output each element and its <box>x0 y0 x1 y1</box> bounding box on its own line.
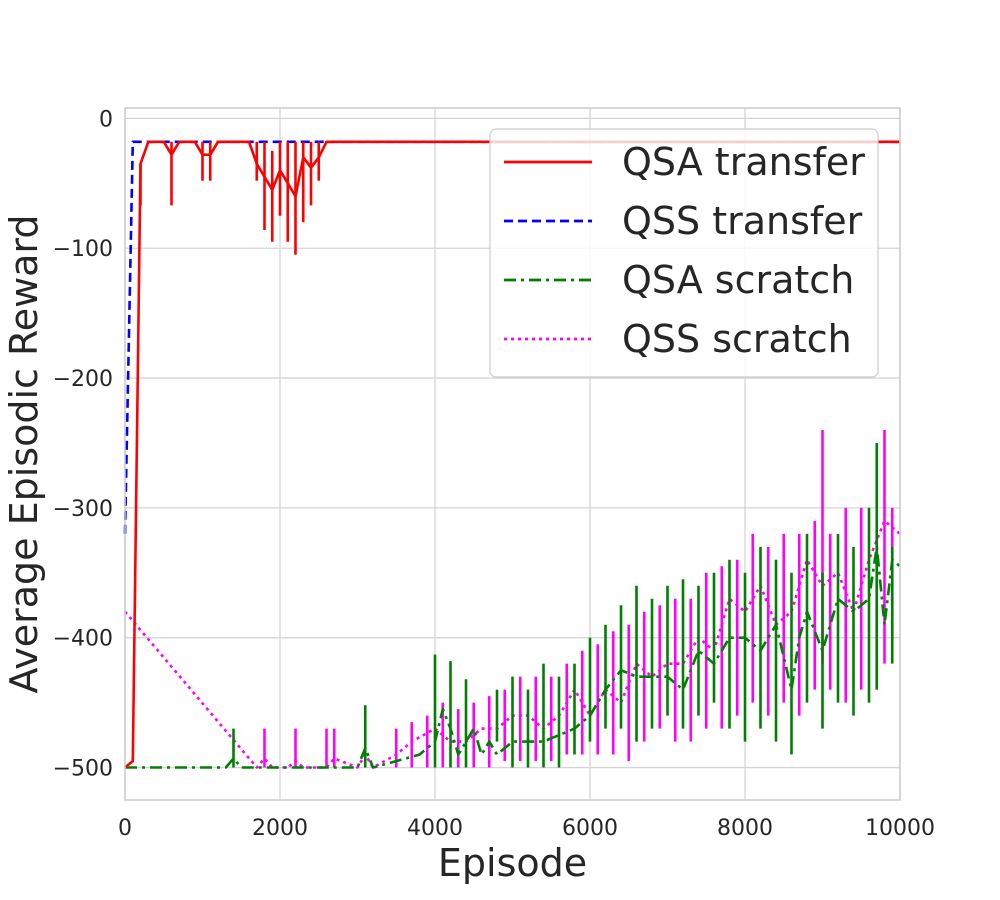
x-tick-label: 8000 <box>717 816 773 841</box>
x-axis-ticks: 0 2000 4000 6000 8000 10000 <box>118 816 935 841</box>
legend-label: QSA scratch <box>622 258 854 302</box>
x-tick-label: 10000 <box>865 816 935 841</box>
plot-frame <box>124 107 901 801</box>
x-tick-label: 0 <box>118 816 132 841</box>
x-tick-label: 6000 <box>562 816 618 841</box>
x-axis-label: Episode <box>438 841 587 885</box>
y-tick-label: −400 <box>53 627 113 652</box>
series-qsa-transfer <box>124 140 900 769</box>
legend-label: QSA transfer <box>622 140 865 184</box>
legend-box <box>489 128 879 378</box>
x-tick-label: 2000 <box>252 816 308 841</box>
x-tick-label: 4000 <box>407 816 463 841</box>
legend: QSA transfer QSS transfer QSA scratch QSS s… <box>489 128 879 378</box>
series-qsa-scratch <box>125 442 901 769</box>
y-tick-label: −500 <box>53 757 113 782</box>
y-tick-label: −100 <box>53 237 113 262</box>
y-axis-ticks: 0 −100 −200 −300 −400 −500 <box>53 107 113 781</box>
series-line <box>125 545 901 769</box>
series-line <box>124 140 900 769</box>
legend-label: QSS scratch <box>622 317 852 361</box>
legend-label: QSS transfer <box>622 199 863 243</box>
y-axis-label: Average Episodic Reward <box>2 214 46 693</box>
series-layer <box>123 140 901 769</box>
y-tick-label: 0 <box>99 107 113 132</box>
y-tick-label: −300 <box>53 497 113 522</box>
y-tick-label: −200 <box>53 367 113 392</box>
